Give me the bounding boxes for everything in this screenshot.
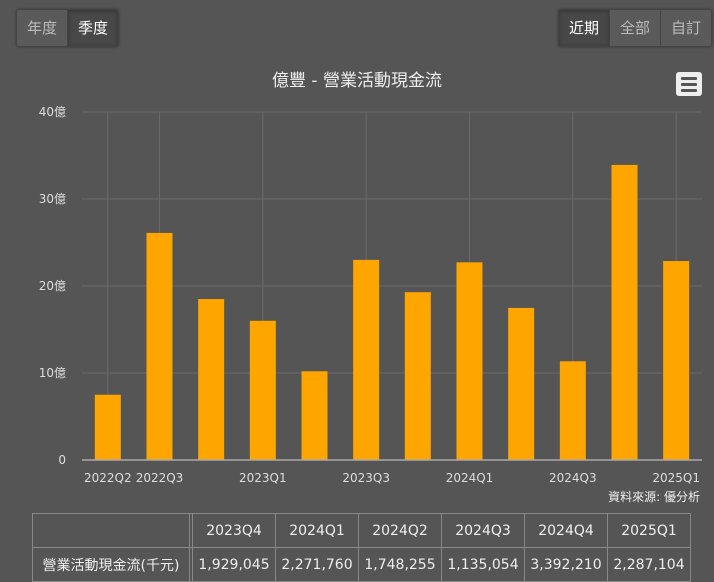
- y-tick-label: 20億: [39, 279, 66, 293]
- table-header-row: 2023Q4 2024Q1 2024Q2 2024Q3 2024Q4 2025Q…: [32, 513, 691, 548]
- data-source: 資料來源: 優分析: [608, 490, 700, 504]
- range-toggle: 近期 全部 自訂: [557, 9, 712, 47]
- all-button[interactable]: 全部: [609, 10, 661, 46]
- bar-2023Q1: [249, 320, 276, 460]
- cell: 3,392,210: [524, 547, 608, 582]
- row-label: 營業活動現金流(千元): [32, 547, 190, 582]
- bar-2025Q1: [663, 261, 690, 460]
- bar-chart: 0 10億 20億 30億 40億 2022Q2 2022Q3 2023Q1 2023Q3 202…: [39, 105, 702, 485]
- table-row: 營業活動現金流(千元) 1,929,045 2,271,760 1,748,25…: [32, 547, 691, 582]
- chart-title: 億豐 - 營業活動現金流: [272, 71, 442, 91]
- y-tick-label: 0: [58, 453, 66, 467]
- cell: 1,929,045: [192, 547, 276, 582]
- header-cell: 2024Q1: [275, 513, 359, 548]
- y-tick-label: 30億: [39, 192, 66, 206]
- header-cell: 2024Q2: [358, 513, 442, 548]
- bar-2022Q4: [198, 299, 225, 460]
- header-cell: [32, 513, 190, 548]
- x-tick-label: 2022Q3: [136, 471, 184, 485]
- header-cell: 2024Q4: [524, 513, 608, 548]
- bar-2023Q2: [301, 371, 328, 460]
- x-tick-label: 2024Q1: [446, 471, 494, 485]
- custom-button[interactable]: 自訂: [660, 10, 711, 46]
- header-cell: 2025Q1: [607, 513, 691, 548]
- y-tick-label: 40億: [39, 105, 66, 119]
- x-tick-label: 2023Q3: [342, 471, 390, 485]
- x-tick-label: 2022Q2: [84, 471, 132, 485]
- cell: 2,287,104: [607, 547, 691, 582]
- header-cell: 2024Q3: [441, 513, 525, 548]
- annual-button[interactable]: 年度: [17, 10, 69, 46]
- cell: 1,748,255: [358, 547, 442, 582]
- period-toggle: 年度 季度: [16, 9, 120, 47]
- quarterly-button[interactable]: 季度: [68, 10, 119, 46]
- y-tick-label: 10億: [39, 366, 66, 380]
- bar-2023Q4: [404, 292, 431, 460]
- bar-2022Q3: [146, 232, 173, 460]
- bar-2022Q2: [94, 394, 121, 460]
- data-table: 2023Q4 2024Q1 2024Q2 2024Q3 2024Q4 2025Q…: [32, 513, 691, 582]
- bar-2024Q3: [559, 361, 586, 460]
- bar-2024Q4: [611, 164, 638, 460]
- recent-button[interactable]: 近期: [558, 10, 610, 46]
- hamburger-menu-icon[interactable]: [676, 72, 702, 96]
- x-tick-label: 2024Q3: [549, 471, 597, 485]
- header-cell: 2023Q4: [192, 513, 276, 548]
- bar-2023Q3: [353, 259, 380, 460]
- bar-2024Q1: [456, 262, 483, 460]
- cell: 1,135,054: [441, 547, 525, 582]
- bar-2024Q2: [508, 307, 535, 460]
- x-tick-label: 2025Q1: [652, 471, 700, 485]
- x-tick-label: 2023Q1: [239, 471, 287, 485]
- cell: 2,271,760: [275, 547, 359, 582]
